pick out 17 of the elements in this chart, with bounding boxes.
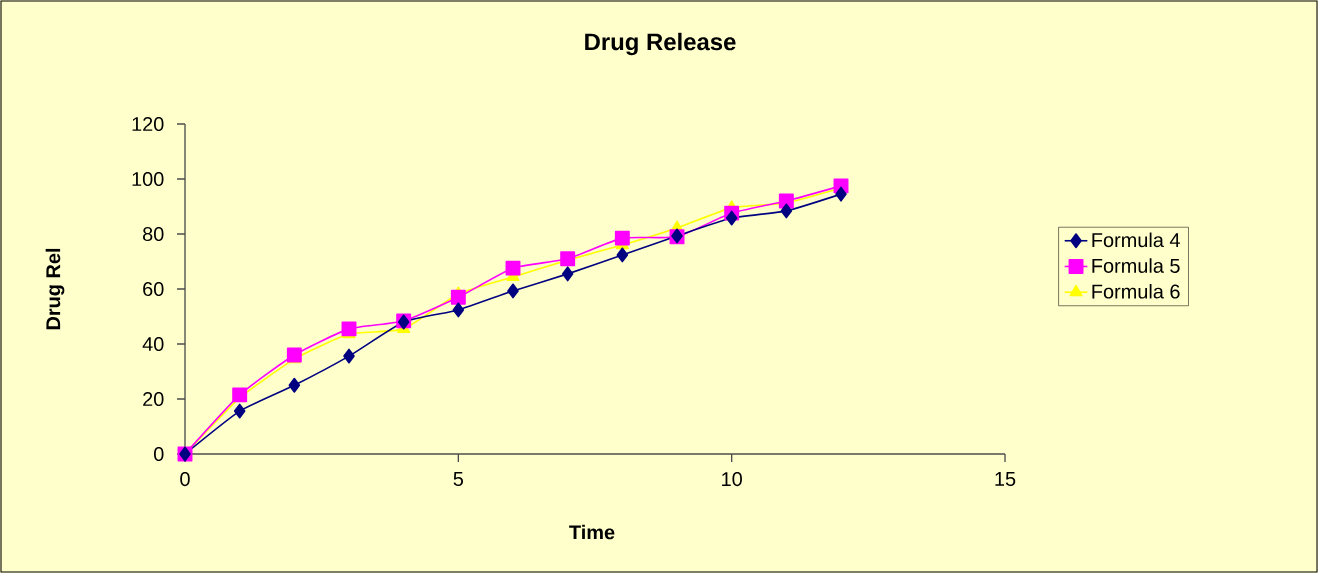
y-tick-label: 40 xyxy=(142,336,164,352)
y-tick-label: 20 xyxy=(143,391,164,407)
x-tick-label: 5 xyxy=(453,472,464,486)
legend-label: Formula 6 xyxy=(1092,283,1180,299)
y-tick-label: 100 xyxy=(132,171,164,187)
y-tick-label: 60 xyxy=(143,281,164,297)
x-axis-title: Time xyxy=(569,524,615,540)
x-tick-label: 0 xyxy=(180,472,190,487)
y-tick-label: 0 xyxy=(154,446,164,462)
chart-title: Drug Release xyxy=(585,32,736,56)
legend-label: Formula 5 xyxy=(1092,258,1180,273)
y-tick-label: 80 xyxy=(143,226,164,242)
y-axis-title: Drug Rel xyxy=(45,248,65,330)
x-tick-label: 10 xyxy=(722,472,742,487)
y-tick-label: 120 xyxy=(132,116,164,132)
x-tick-label: 15 xyxy=(995,472,1016,486)
legend-label: Formula 4 xyxy=(1092,232,1180,248)
